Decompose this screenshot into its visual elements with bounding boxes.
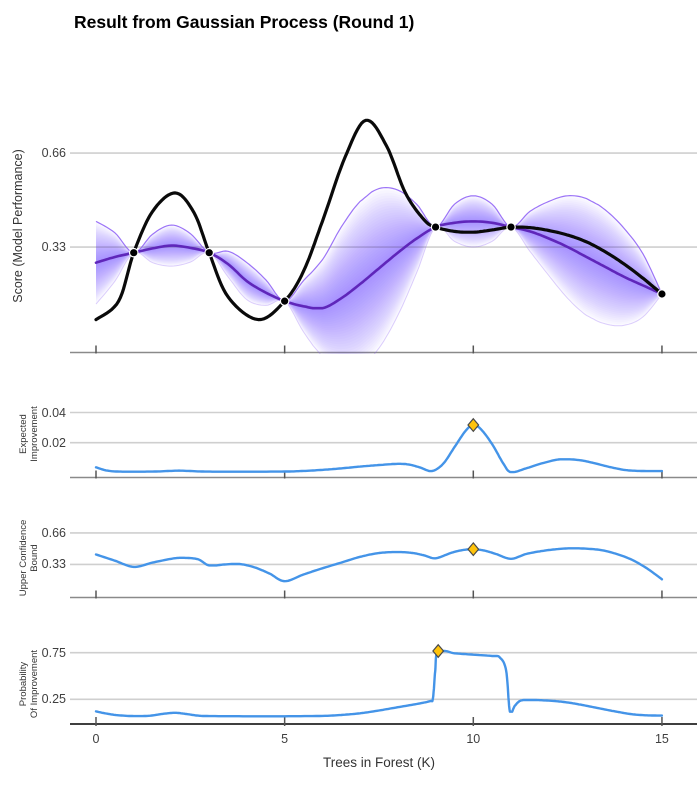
gp-y-tick-label: 0.66 xyxy=(41,146,66,161)
x-tick-label: 10 xyxy=(466,732,481,746)
ucb-y-tick-label: 0.33 xyxy=(41,557,66,572)
x-tick-label: 0 xyxy=(92,732,100,746)
ei-best-candidate-marker xyxy=(467,417,480,433)
gp-uncertainty-band xyxy=(94,118,664,354)
observation-point xyxy=(506,222,516,232)
observation-point xyxy=(279,296,290,306)
ei-y-tick-label: 0.04 xyxy=(41,405,66,420)
x-tick-label: 5 xyxy=(281,732,289,746)
x-axis-label: Trees in Forest (K) xyxy=(322,755,436,770)
observation-point xyxy=(430,222,441,232)
poi-y-tick-label: 0.75 xyxy=(41,645,66,660)
chart-title: Result from Gaussian Process (Round 1) xyxy=(74,12,415,32)
ucb-best-candidate-marker xyxy=(467,541,480,557)
x-tick-label: 15 xyxy=(654,732,669,746)
gp-y-tick-label: 0.33 xyxy=(41,240,66,255)
ei-line xyxy=(94,423,664,474)
observation-point xyxy=(204,247,214,258)
ei-y-tick-label: 0.02 xyxy=(41,435,66,450)
observation-point xyxy=(128,247,139,258)
true-function-line xyxy=(94,118,664,322)
poi-line xyxy=(94,649,664,718)
gp-mean-line xyxy=(94,220,664,310)
gp-lower-bound-line xyxy=(95,225,663,354)
observation-point xyxy=(657,289,667,299)
ucb-line xyxy=(94,547,664,583)
ucb-y-tick-label: 0.66 xyxy=(41,525,66,540)
poi-y-tick-label: 0.25 xyxy=(41,692,66,707)
poi-best-candidate-marker xyxy=(432,643,445,659)
gp-upper-bound-line xyxy=(95,186,663,302)
